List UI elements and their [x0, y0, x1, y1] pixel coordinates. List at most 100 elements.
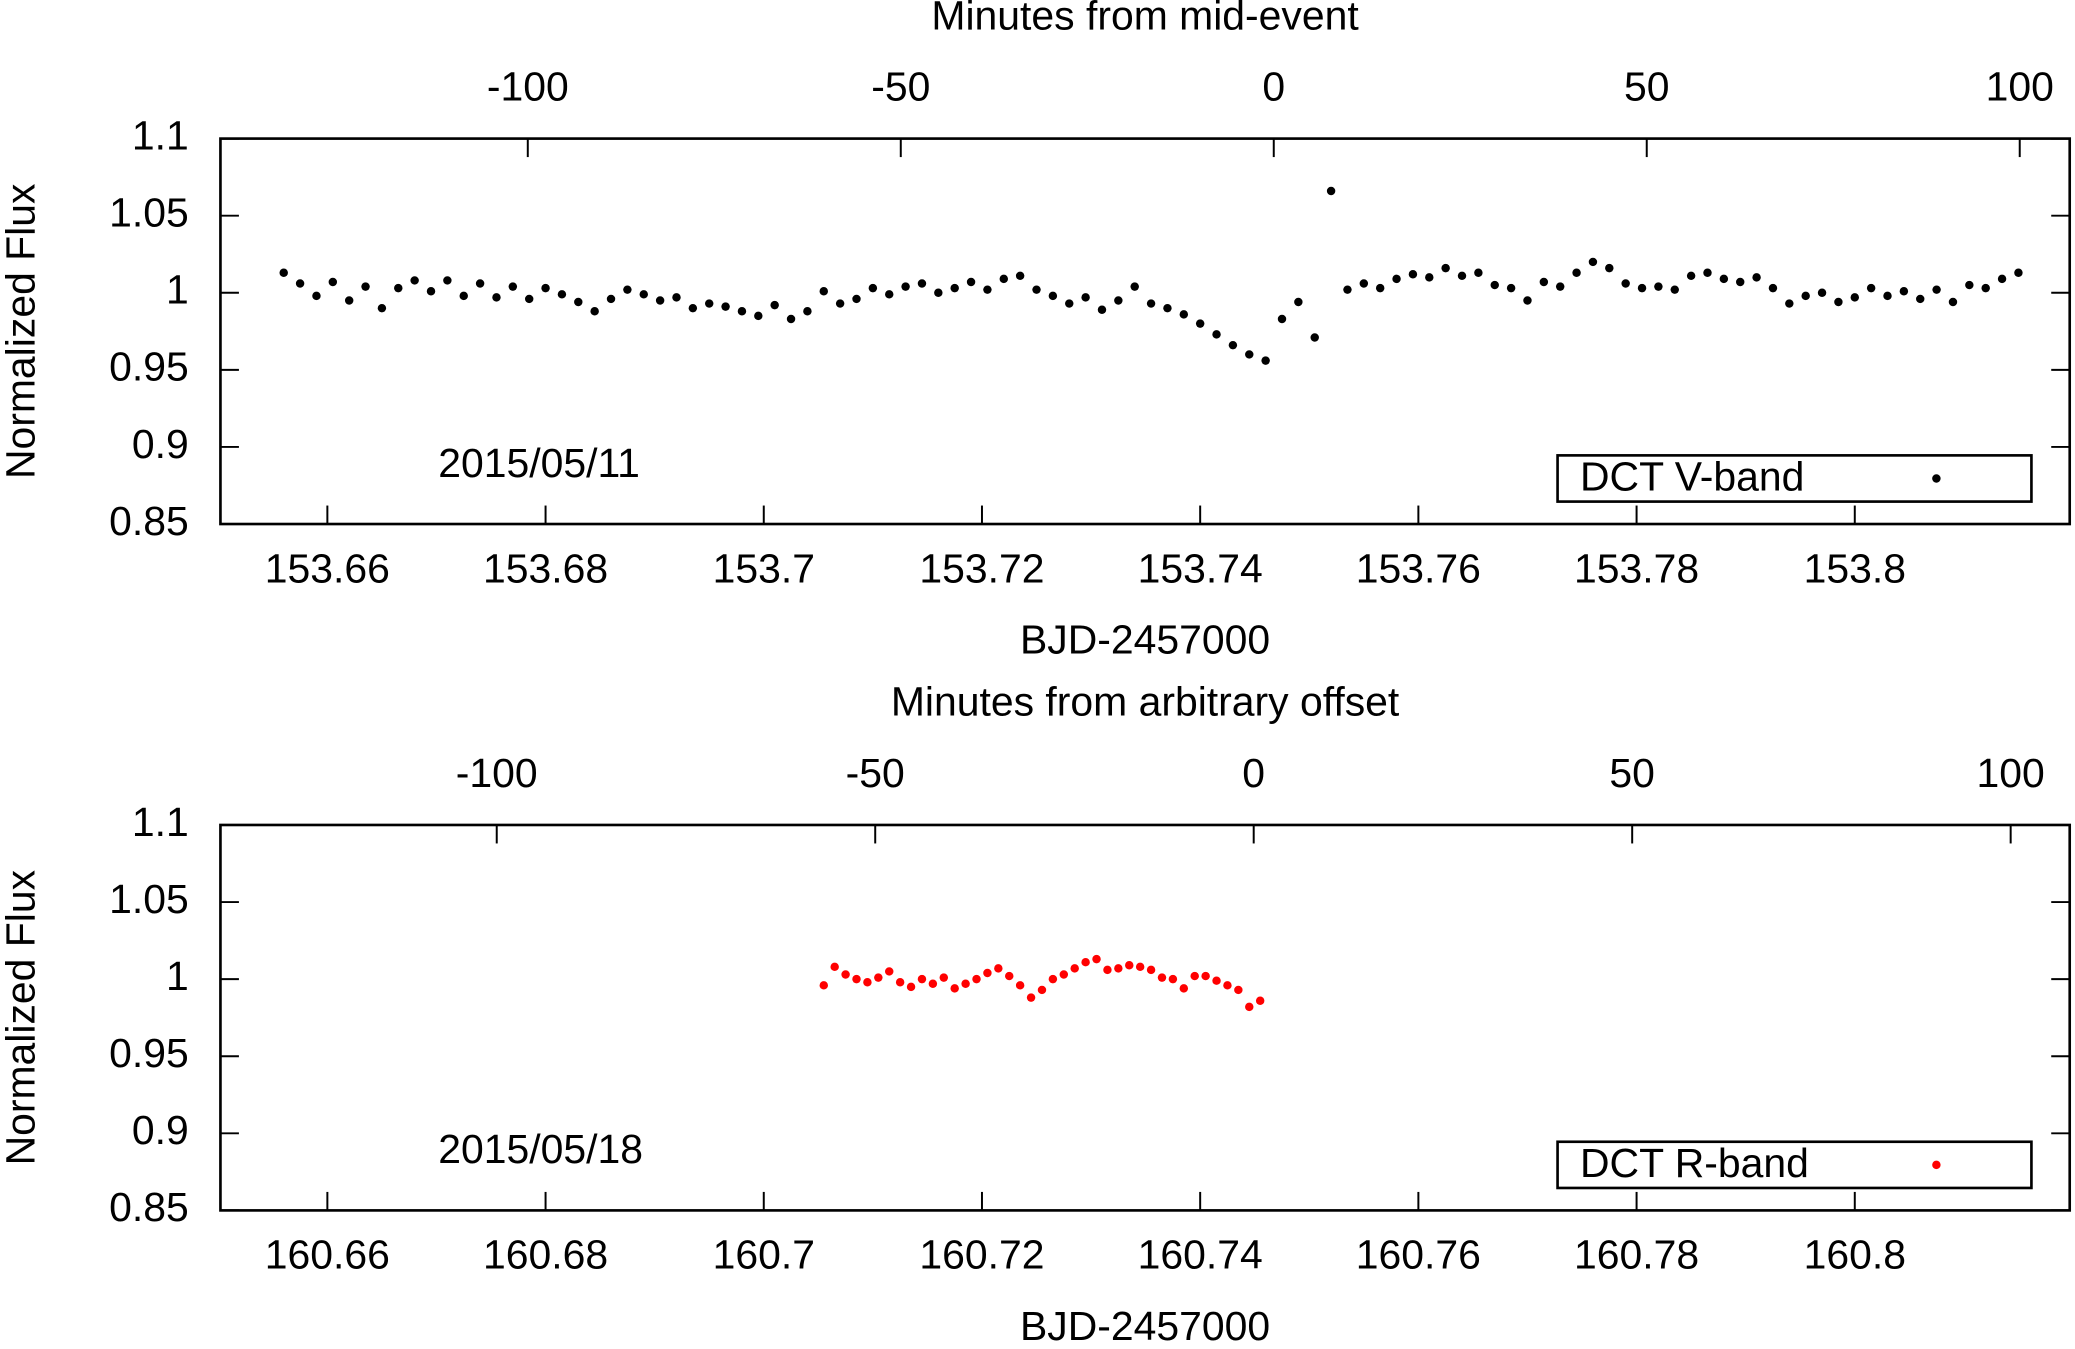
data-point — [1168, 974, 1178, 984]
data-point — [394, 283, 403, 293]
x-tick-label: 160.72 — [919, 1232, 1044, 1278]
data-point — [1686, 271, 1696, 281]
plot-frame — [219, 137, 2072, 526]
x-axis-label: BJD-2457000 — [1020, 1303, 1270, 1349]
x-tick-label: 153.78 — [1574, 545, 1699, 591]
data-point — [928, 979, 938, 988]
data-point — [874, 973, 883, 982]
data-point — [475, 279, 485, 288]
data-point — [574, 297, 583, 307]
y-axis-label: Normalized Flux — [0, 869, 44, 1165]
data-point — [1228, 340, 1238, 350]
y-tick-label: 1.1 — [132, 112, 189, 158]
data-point — [1719, 274, 1729, 284]
data-point — [819, 287, 828, 296]
data-point — [688, 303, 698, 313]
data-point — [1850, 293, 1860, 302]
data-point — [426, 287, 436, 296]
data-point — [1245, 350, 1254, 359]
y-tick-label: 0.95 — [109, 1030, 189, 1076]
data-point — [803, 307, 812, 316]
data-point — [1125, 961, 1134, 970]
x2-tick-label: -100 — [487, 64, 569, 110]
data-point — [966, 277, 976, 287]
data-point — [1114, 296, 1123, 305]
data-point — [1506, 283, 1516, 293]
data-point — [1965, 280, 1974, 290]
x2-tick-label: 0 — [1262, 64, 1285, 110]
data-point — [1916, 294, 1925, 304]
data-point — [1037, 985, 1047, 995]
data-point — [1179, 984, 1189, 993]
data-point — [1752, 273, 1761, 282]
y-tick-label: 0.85 — [109, 1184, 189, 1230]
y-tick-label: 1 — [166, 267, 189, 313]
data-point — [1190, 971, 1199, 981]
panel: 0.85 0.9 0.95 1 1.05 1.1 160.66 160.68 160.7 160.… — [0, 679, 2072, 1349]
data-point — [994, 964, 1003, 973]
data-point — [1392, 274, 1401, 284]
legend-label: DCT R-band — [1580, 1140, 1809, 1186]
data-point — [1834, 297, 1843, 307]
data-point — [830, 962, 839, 972]
data-point — [1310, 333, 1319, 342]
data-point — [819, 981, 828, 990]
annotation: 2015/05/18 — [438, 1126, 643, 1172]
data-point — [939, 973, 949, 982]
x-tick-label: 160.68 — [483, 1232, 608, 1278]
data-point — [1081, 293, 1090, 302]
x-tick-label: 153.74 — [1138, 545, 1263, 591]
plot-frame — [219, 823, 2072, 1212]
y-tick-label: 1 — [166, 953, 189, 999]
data-point — [1157, 973, 1167, 982]
x2-axis-label: Minutes from arbitrary offset — [891, 679, 1400, 725]
data-point — [1375, 283, 1385, 293]
data-point — [541, 283, 550, 293]
data-point — [1736, 277, 1745, 287]
data-point — [1048, 291, 1058, 301]
x2-tick-label: 0 — [1242, 750, 1265, 796]
data-point — [655, 296, 665, 305]
data-point — [999, 274, 1009, 284]
y-axis-label: Normalized Flux — [0, 183, 44, 479]
data-point — [1261, 356, 1270, 365]
data-point — [1294, 297, 1303, 307]
data-point — [1441, 263, 1450, 273]
legend-box — [1556, 1140, 2033, 1190]
data-point — [786, 314, 796, 324]
data-point — [1555, 282, 1565, 291]
data-point — [459, 291, 468, 301]
data-point — [721, 302, 730, 311]
data-point — [312, 291, 321, 301]
data-point — [344, 296, 354, 305]
data-point — [1223, 981, 1232, 990]
data-point — [1654, 282, 1663, 291]
data-point — [508, 282, 518, 291]
annotation: 2015/05/11 — [438, 440, 640, 486]
x-tick-label: 160.74 — [1138, 1232, 1263, 1278]
data-point — [328, 277, 338, 287]
data-point — [1637, 283, 1647, 293]
x-tick-label: 153.7 — [713, 545, 815, 591]
data-point — [639, 290, 648, 299]
data-point — [1130, 282, 1139, 291]
data-point — [377, 303, 387, 313]
data-point — [1070, 964, 1079, 973]
data-point — [1866, 283, 1876, 293]
data-point — [1065, 299, 1074, 308]
data-point — [672, 293, 681, 302]
data-point — [972, 974, 981, 984]
data-point — [934, 288, 943, 297]
data-point — [606, 294, 616, 304]
data-point — [557, 290, 567, 299]
x2-tick-label: -100 — [456, 750, 538, 796]
data-point — [770, 300, 779, 310]
data-point — [1899, 287, 1909, 296]
data-point — [1703, 268, 1712, 277]
data-point — [1425, 273, 1434, 282]
data-point — [1245, 1002, 1254, 1012]
data-point — [623, 285, 632, 294]
data-point — [1015, 271, 1025, 281]
y-tick-label: 0.9 — [132, 1107, 189, 1153]
data-point — [1490, 280, 1499, 290]
